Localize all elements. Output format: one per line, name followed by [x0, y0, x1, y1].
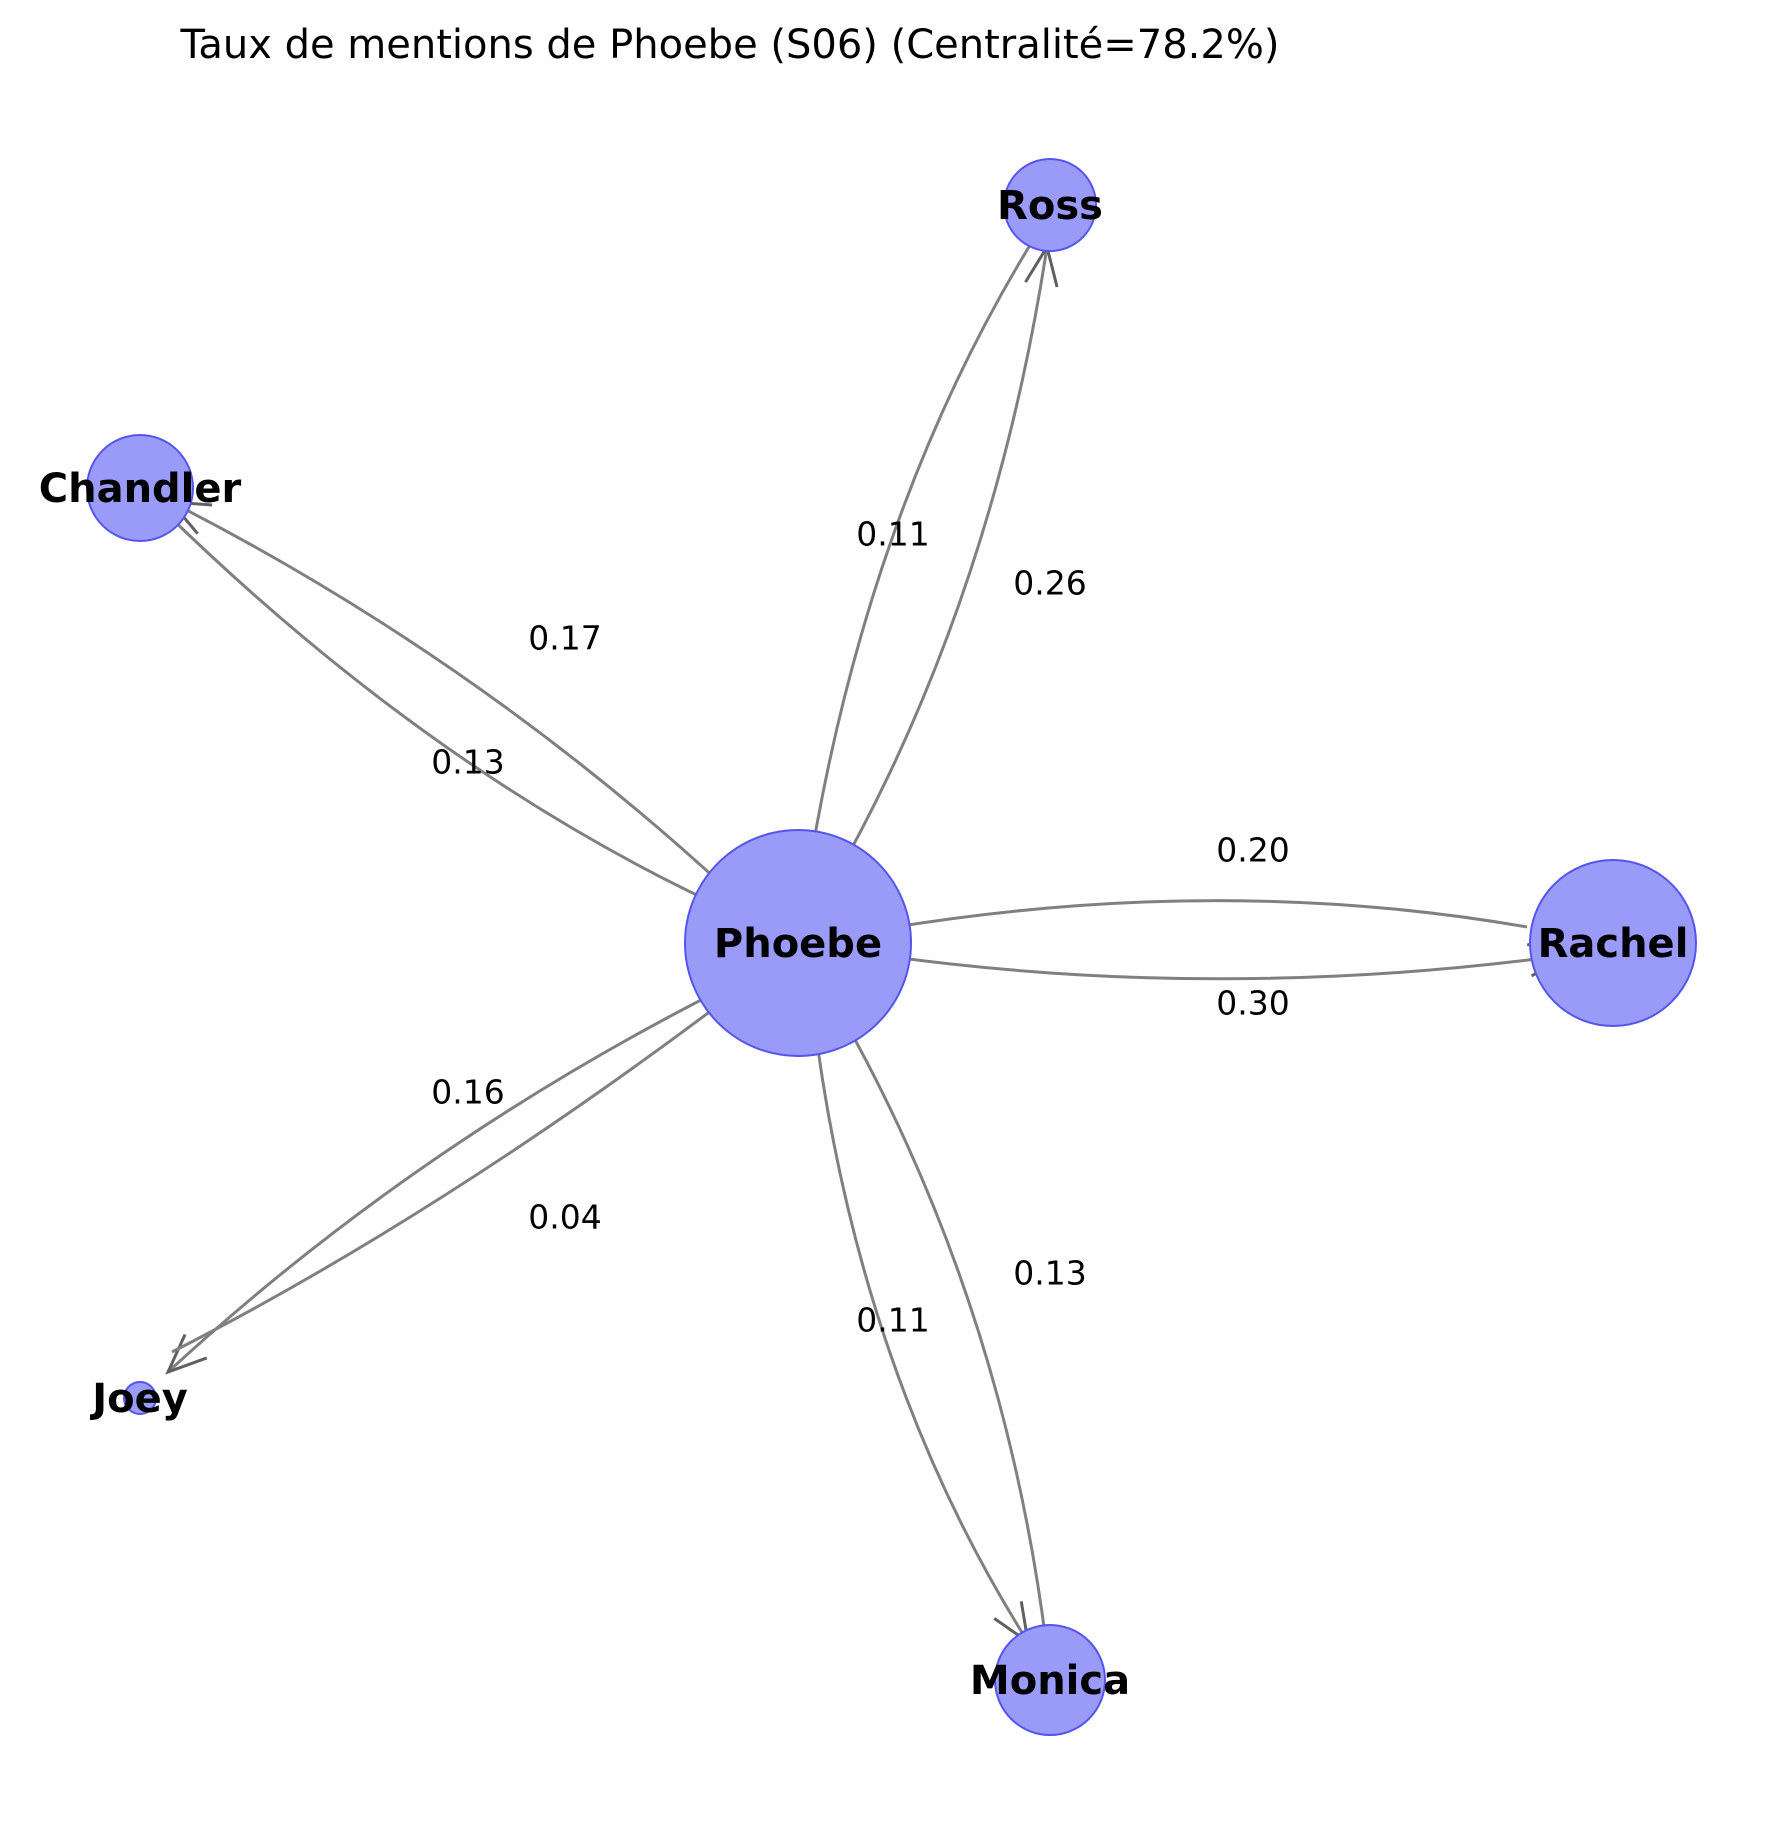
edge-weight-label: 0.20 [1216, 831, 1289, 870]
edge-labels-layer: 0.26 0.11 0.17 0.13 0.30 0.20 0.16 0.04 0.11 0.13 [431, 515, 1289, 1340]
node-label-ross: Ross [997, 183, 1103, 229]
edge-line [842, 899, 1528, 938]
edge-weight-label: 0.17 [528, 619, 601, 658]
edge-chandler-to-phoebe [163, 510, 766, 927]
node-phoebe [684, 829, 912, 1057]
edge-line [844, 948, 1568, 981]
edge-phoebe-to-joey [165, 966, 766, 1375]
edge-joey-to-phoebe [171, 963, 774, 1354]
edge-monica-to-phoebe [818, 974, 1048, 1643]
edge-line [802, 236, 1037, 904]
diagram-title: Taux de mentions de Phoebe (S06) (Centra… [180, 22, 1280, 68]
nodes-layer [86, 158, 1697, 1736]
edge-weight-label: 0.04 [528, 1198, 601, 1237]
edge-phoebe-to-chandler [167, 500, 767, 927]
node-joey [123, 1381, 157, 1415]
edge-weight-label: 0.16 [431, 1073, 504, 1112]
edge-weight-label: 0.26 [1013, 564, 1086, 603]
edge-line [808, 984, 1030, 1643]
node-label-phoebe: Phoebe [714, 921, 882, 967]
node-label-monica: Monica [970, 1658, 1130, 1704]
edge-line [166, 966, 766, 1374]
node-ross [1003, 158, 1097, 252]
node-label-joey: Joey [89, 1376, 188, 1422]
node-monica [994, 1624, 1106, 1736]
edge-phoebe-to-rachel [844, 942, 1571, 981]
edge-line [170, 500, 767, 927]
edge-weight-label: 0.30 [1216, 984, 1289, 1023]
edge-rachel-to-phoebe [839, 899, 1528, 947]
edge-line [163, 510, 763, 927]
node-labels-layer: Phoebe Ross Chandler Rachel Joey Monica [39, 183, 1689, 1704]
edge-line [813, 246, 1049, 914]
edge-weight-label: 0.13 [1013, 1254, 1086, 1293]
edge-weight-label: 0.13 [431, 743, 504, 782]
edge-weight-label: 0.11 [856, 515, 929, 554]
edge-line [818, 977, 1048, 1643]
node-chandler [86, 434, 194, 542]
edge-weight-label: 0.11 [856, 1301, 929, 1340]
edge-ross-to-phoebe [792, 236, 1037, 907]
node-label-rachel: Rachel [1538, 921, 1689, 967]
node-label-chandler: Chandler [39, 466, 242, 512]
edge-line [171, 964, 771, 1354]
node-rachel [1529, 859, 1697, 1027]
